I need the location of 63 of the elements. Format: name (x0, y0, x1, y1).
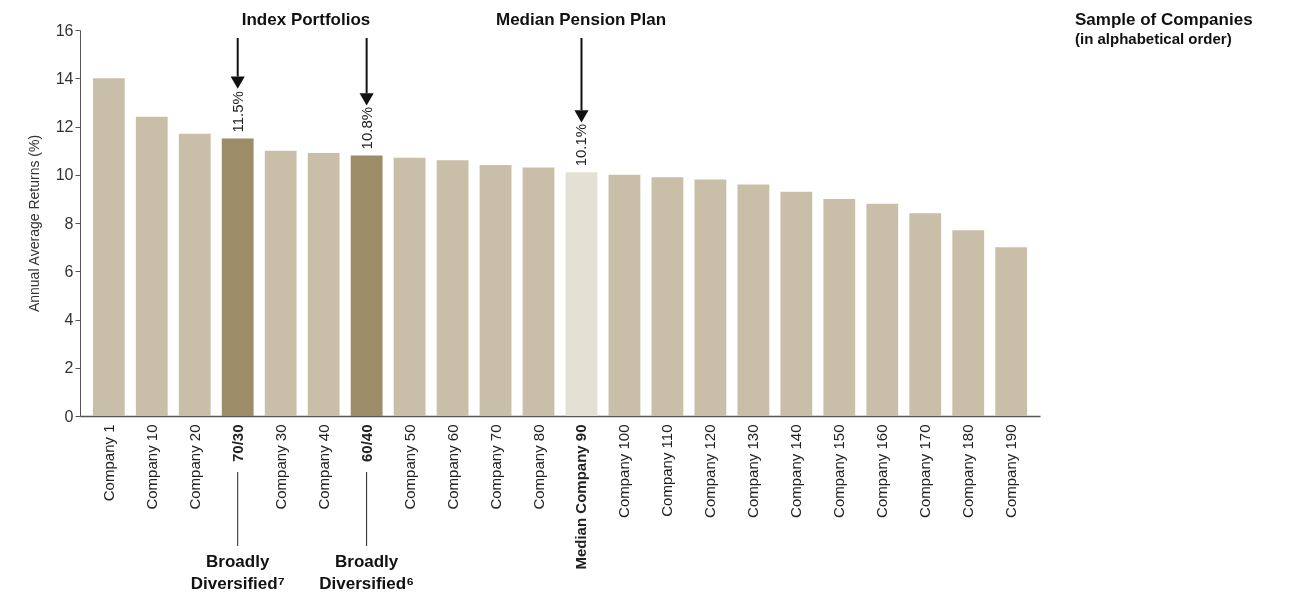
data-label: 10.8% (357, 106, 375, 150)
text: (in alphabetical order) (1075, 30, 1232, 47)
bar (393, 157, 426, 416)
x-tick-label: Company 40 (314, 424, 332, 510)
x-tick-label: Company 70 (486, 424, 504, 510)
x-tick-label: Company 190 (1002, 424, 1020, 518)
x-tick-label: Company 10 (142, 424, 160, 510)
bar (565, 172, 598, 416)
text: Sample of Companies (1075, 10, 1253, 29)
y-tick-label: 0 (64, 407, 74, 425)
y-tick-label: 12 (55, 118, 74, 135)
bar (866, 203, 899, 416)
x-tick-label: Company 110 (658, 424, 676, 517)
x-tick-label: Company 140 (787, 424, 805, 518)
x-tick-label: Company 130 (744, 424, 762, 518)
bar (694, 179, 727, 416)
bar (178, 133, 211, 416)
bar (307, 153, 340, 416)
x-tick-label: Company 20 (185, 424, 203, 510)
y-axis-title: Annual Average Returns (%) (25, 134, 42, 313)
bar (350, 155, 383, 416)
text: Median Pension Plan (495, 10, 667, 29)
y-tick-label: 14 (55, 69, 74, 87)
y-tick-label: 8 (64, 214, 74, 232)
bar (995, 247, 1028, 416)
bar (522, 167, 555, 416)
x-tick-label: Company 100 (615, 424, 633, 518)
x-tick-label: Company 180 (959, 424, 977, 518)
bar (952, 230, 985, 416)
bar (436, 160, 469, 416)
x-tick-label: Company 160 (873, 424, 891, 518)
bar (651, 177, 684, 416)
x-tick-label: 60/40 (357, 424, 375, 463)
x-tick-label: Company 30 (271, 424, 289, 510)
x-tick-label: 70/30 (228, 424, 246, 463)
y-tick-label: 16 (55, 21, 74, 39)
bar (909, 213, 942, 416)
annotation: Broadly Diversified⁶ (319, 552, 415, 593)
x-tick-label: Company 150 (830, 424, 848, 518)
bar (92, 78, 125, 416)
y-tick-label: 4 (64, 311, 74, 328)
bar (264, 150, 297, 416)
x-tick-label: Company 170 (916, 424, 934, 518)
x-tick-label: Company 50 (400, 424, 418, 510)
data-label: 10.1% (572, 123, 590, 167)
bar (823, 198, 856, 416)
text: Index Portfolios (241, 10, 371, 29)
bar (608, 174, 641, 416)
bar (135, 116, 168, 416)
x-tick-label: Median Company 90 (572, 424, 590, 570)
bar (221, 138, 254, 416)
x-tick-label: Company 60 (443, 424, 461, 510)
bar (737, 184, 770, 416)
bar (479, 165, 512, 416)
y-tick-label: 6 (64, 262, 74, 280)
x-tick-label: Company 120 (701, 424, 719, 518)
data-label: 11.5% (228, 91, 246, 133)
x-tick-label: Company 80 (529, 424, 547, 510)
x-tick-label: Company 1 (99, 424, 117, 502)
y-tick-label: 10 (55, 166, 74, 184)
bar (780, 191, 813, 416)
annotation: Broadly Diversified⁷ (190, 552, 285, 593)
y-tick-label: 2 (64, 359, 74, 377)
